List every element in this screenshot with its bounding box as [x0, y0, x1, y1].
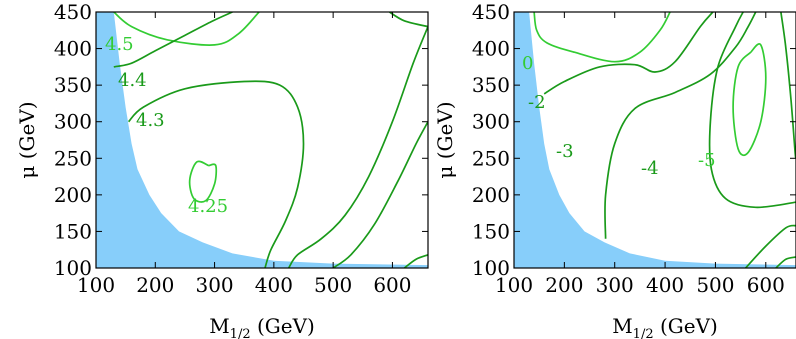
x-tick-label: 200: [136, 273, 174, 297]
x-tick-label: 500: [314, 273, 352, 297]
x-axis-label: M1/2 (GeV): [612, 314, 718, 339]
x-tick-label: 600: [373, 273, 411, 297]
contour-line--5: [732, 43, 767, 157]
y-tick-label: 300: [472, 110, 510, 134]
contour-line-unlabeled-6: [403, 254, 428, 268]
plot-frame: [95, 11, 429, 269]
contour-line--4: [708, 12, 796, 209]
x-tick-label: 300: [195, 273, 233, 297]
plot-frame: [513, 11, 796, 269]
contour-label: 0: [522, 53, 533, 74]
contour-line--2: [543, 12, 714, 95]
y-tick-label: 200: [472, 183, 510, 207]
y-tick-label: 150: [54, 219, 92, 243]
contour-label: 4.4: [118, 70, 147, 91]
y-tick-label: 100: [54, 256, 92, 280]
excluded-region: [514, 12, 796, 268]
y-tick-label: 250: [472, 146, 510, 170]
y-tick-label: 450: [54, 0, 92, 24]
contour-line-4.25: [188, 160, 218, 203]
contour-line-4.3: [127, 80, 305, 268]
y-tick-label: 450: [472, 0, 510, 24]
y-tick-label: 400: [472, 37, 510, 61]
x-tick-label: 500: [696, 273, 734, 297]
contour-line-unlabeled-7: [775, 256, 796, 268]
left-contour-panel: 4.5 4.4 4.3 4.25 100 200 300 400 500 600 100 150 200…: [15, 0, 429, 339]
y-tick-label: 400: [54, 37, 92, 61]
x-tick-label: 200: [545, 273, 583, 297]
x-tick-label: 600: [747, 273, 785, 297]
x-tick-label: 100: [495, 273, 533, 297]
y-axis-label: μ (GeV): [433, 101, 457, 178]
x-tick-label: 100: [77, 273, 115, 297]
contour-line-0: [533, 12, 671, 63]
contour-label: 4.25: [188, 196, 228, 217]
plot-area: [96, 12, 428, 268]
contour-line-4.5: [113, 12, 260, 46]
contour-line-unlabeled-5: [332, 121, 428, 268]
contour-line--3: [604, 12, 757, 239]
y-axis-label: μ (GeV): [15, 101, 39, 178]
x-tick-label: 300: [596, 273, 634, 297]
contour-label: -4: [641, 158, 659, 179]
contour-line-unlabeled-7: [389, 12, 428, 28]
y-tick-label: 350: [472, 73, 510, 97]
contour-label: 4.5: [105, 34, 134, 55]
x-tick-label: 400: [646, 273, 684, 297]
contour-label: 4.3: [136, 110, 165, 131]
contour-label: -5: [698, 150, 716, 171]
y-tick-label: 150: [472, 219, 510, 243]
x-tick-label: 400: [255, 273, 293, 297]
right-contour-panel: 0 -2 -3 -4 -5 100 200 300 400 500 600 100 150 200 250 3…: [433, 0, 796, 339]
contour-label: -2: [528, 92, 546, 113]
contour-line-unlabeled-4: [287, 26, 428, 268]
y-tick-label: 100: [472, 256, 510, 280]
y-tick-label: 350: [54, 73, 92, 97]
x-axis-label: M1/2 (GeV): [209, 314, 315, 339]
y-tick-label: 200: [54, 183, 92, 207]
y-tick-label: 250: [54, 146, 92, 170]
contour-line-4.4: [113, 12, 233, 68]
contour-label: -3: [556, 141, 574, 162]
excluded-region: [96, 12, 428, 268]
contour-line-unlabeled-6: [744, 224, 796, 268]
y-tick-label: 300: [54, 110, 92, 134]
plot-area: [514, 12, 796, 268]
